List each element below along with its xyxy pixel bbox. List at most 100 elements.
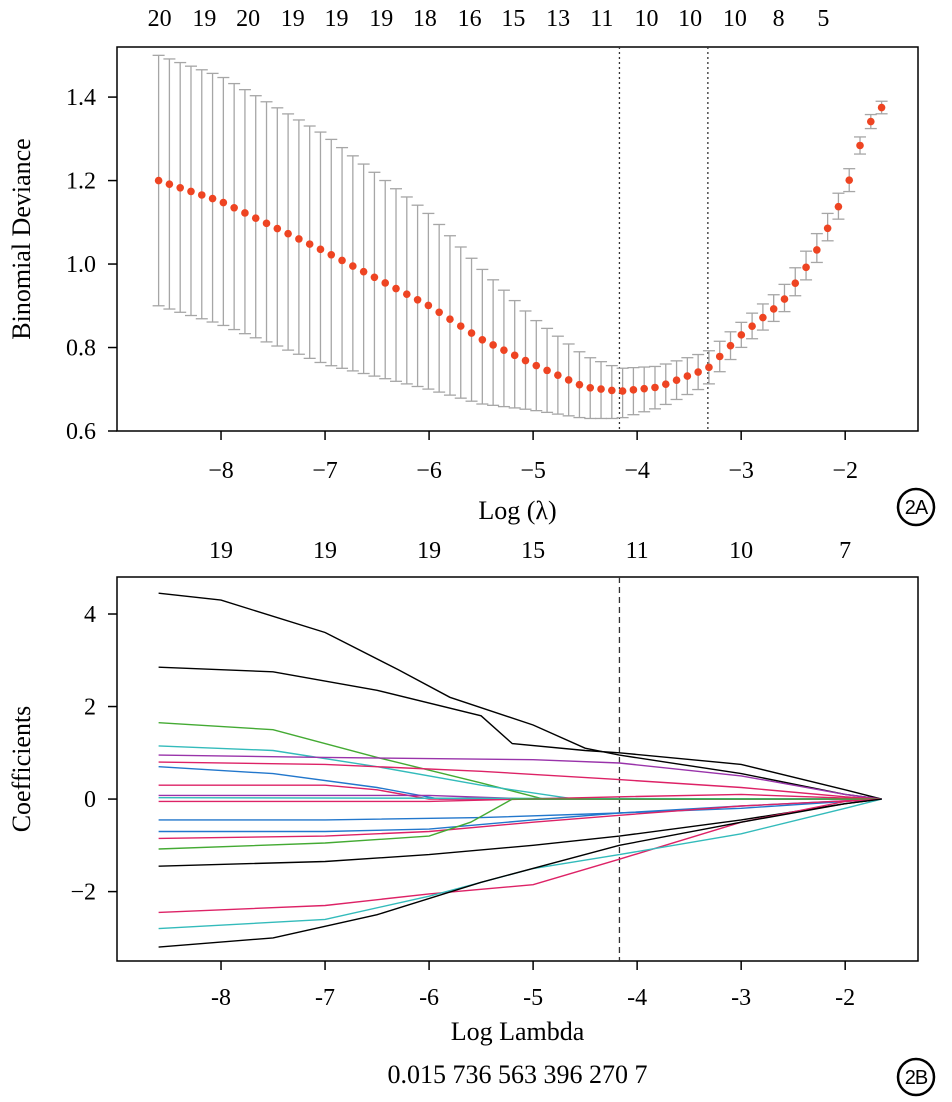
top-axis-label: 11 <box>590 6 613 32</box>
deviance-point <box>197 191 206 199</box>
deviance-point <box>370 273 379 282</box>
x-tick-label: -8 <box>211 985 231 1011</box>
deviance-point <box>295 235 303 243</box>
deviance-point <box>413 295 422 304</box>
lambda-caption: 0.015 736 563 396 270 7 <box>388 1060 648 1089</box>
top-axis-label: 8 <box>773 6 785 32</box>
deviance-point <box>597 385 605 393</box>
y-tick-label: 4 <box>84 602 96 628</box>
panel-badge-circle <box>896 487 936 527</box>
deviance-point <box>381 279 390 287</box>
deviance-point <box>661 380 670 389</box>
deviance-point <box>154 176 163 185</box>
top-axis-label: 10 <box>678 6 702 32</box>
deviance-point <box>510 351 519 360</box>
y-tick-label: 2 <box>84 695 96 721</box>
coefficient-path <box>158 761 882 800</box>
coefficient-path <box>158 666 882 800</box>
x-tick-label: −3 <box>728 458 754 484</box>
deviance-point <box>424 301 433 310</box>
coefficient-path <box>158 754 882 800</box>
top-axis-label: 15 <box>521 538 545 564</box>
top-axis-label: 19 <box>209 538 233 564</box>
x-tick-label: -2 <box>835 985 855 1011</box>
deviance-point <box>554 371 562 379</box>
top-axis-label: 19 <box>313 538 337 564</box>
deviance-point <box>446 315 454 323</box>
deviance-point <box>456 322 465 330</box>
deviance-point <box>877 103 886 112</box>
deviance-point <box>165 180 174 188</box>
deviance-point <box>867 117 875 126</box>
top-axis-label: 15 <box>501 6 525 32</box>
deviance-point <box>856 141 864 150</box>
top-axis-label: 19 <box>417 538 441 564</box>
coefficient-path <box>158 798 882 867</box>
x-tick-label: −4 <box>624 458 650 484</box>
deviance-point <box>715 352 724 361</box>
plot-frame <box>116 576 919 962</box>
deviance-point <box>769 305 778 313</box>
deviance-point <box>845 176 854 184</box>
deviance-point <box>251 214 260 222</box>
deviance-point <box>230 203 238 212</box>
deviance-point <box>316 245 325 254</box>
deviance-point <box>791 279 800 288</box>
coefficient-path <box>158 798 882 948</box>
y-axis-title: Coefficients <box>7 706 36 833</box>
deviance-point <box>618 387 627 395</box>
deviance-point <box>521 356 530 365</box>
top-axis-label: 10 <box>634 6 658 32</box>
deviance-point <box>564 376 573 384</box>
deviance-point <box>176 183 184 192</box>
top-axis-label: 5 <box>817 6 829 32</box>
deviance-point <box>813 246 821 254</box>
plot-frame <box>116 46 919 432</box>
deviance-point <box>349 262 357 270</box>
coefficient-path <box>158 722 882 800</box>
deviance-point <box>532 361 541 370</box>
deviance-point <box>586 383 595 392</box>
deviance-point <box>748 322 756 331</box>
deviance-point <box>823 224 832 233</box>
top-axis-label: 19 <box>281 6 305 32</box>
deviance-point <box>705 363 713 372</box>
top-axis-label: 11 <box>626 538 649 564</box>
deviance-point <box>241 209 249 217</box>
x-axis-title: Log (λ) <box>478 496 556 525</box>
x-tick-label: −7 <box>312 458 338 484</box>
deviance-point <box>305 240 314 248</box>
top-axis-label: 10 <box>729 538 753 564</box>
panel-badge-label: 2A <box>905 497 929 519</box>
deviance-point <box>273 224 282 233</box>
deviance-point <box>780 295 789 303</box>
coefficient-path <box>158 798 882 914</box>
deviance-point <box>672 376 681 384</box>
top-axis-label: 7 <box>839 538 851 564</box>
deviance-point <box>694 368 702 376</box>
coefficient-path <box>158 784 882 800</box>
deviance-point <box>187 187 195 196</box>
deviance-point <box>608 386 616 395</box>
deviance-point <box>737 331 746 339</box>
deviance-point <box>834 202 843 211</box>
top-axis-label: 18 <box>413 6 437 32</box>
x-tick-label: -5 <box>523 985 543 1011</box>
deviance-point <box>359 267 368 276</box>
deviance-point <box>683 372 692 380</box>
panel-badge-circle <box>896 1057 936 1097</box>
deviance-point <box>629 386 638 394</box>
x-tick-label: -4 <box>627 985 647 1011</box>
y-tick-label: −2 <box>70 880 96 906</box>
top-axis-label: 19 <box>369 6 393 32</box>
deviance-point <box>640 384 648 393</box>
coefficient-path <box>158 592 882 800</box>
top-axis-label: 20 <box>236 6 260 32</box>
top-axis-label: 19 <box>192 6 216 32</box>
deviance-point <box>478 335 487 344</box>
deviance-point <box>208 194 217 203</box>
deviance-point <box>327 250 336 259</box>
deviance-point <box>338 256 346 265</box>
top-axis-label: 20 <box>148 6 172 32</box>
